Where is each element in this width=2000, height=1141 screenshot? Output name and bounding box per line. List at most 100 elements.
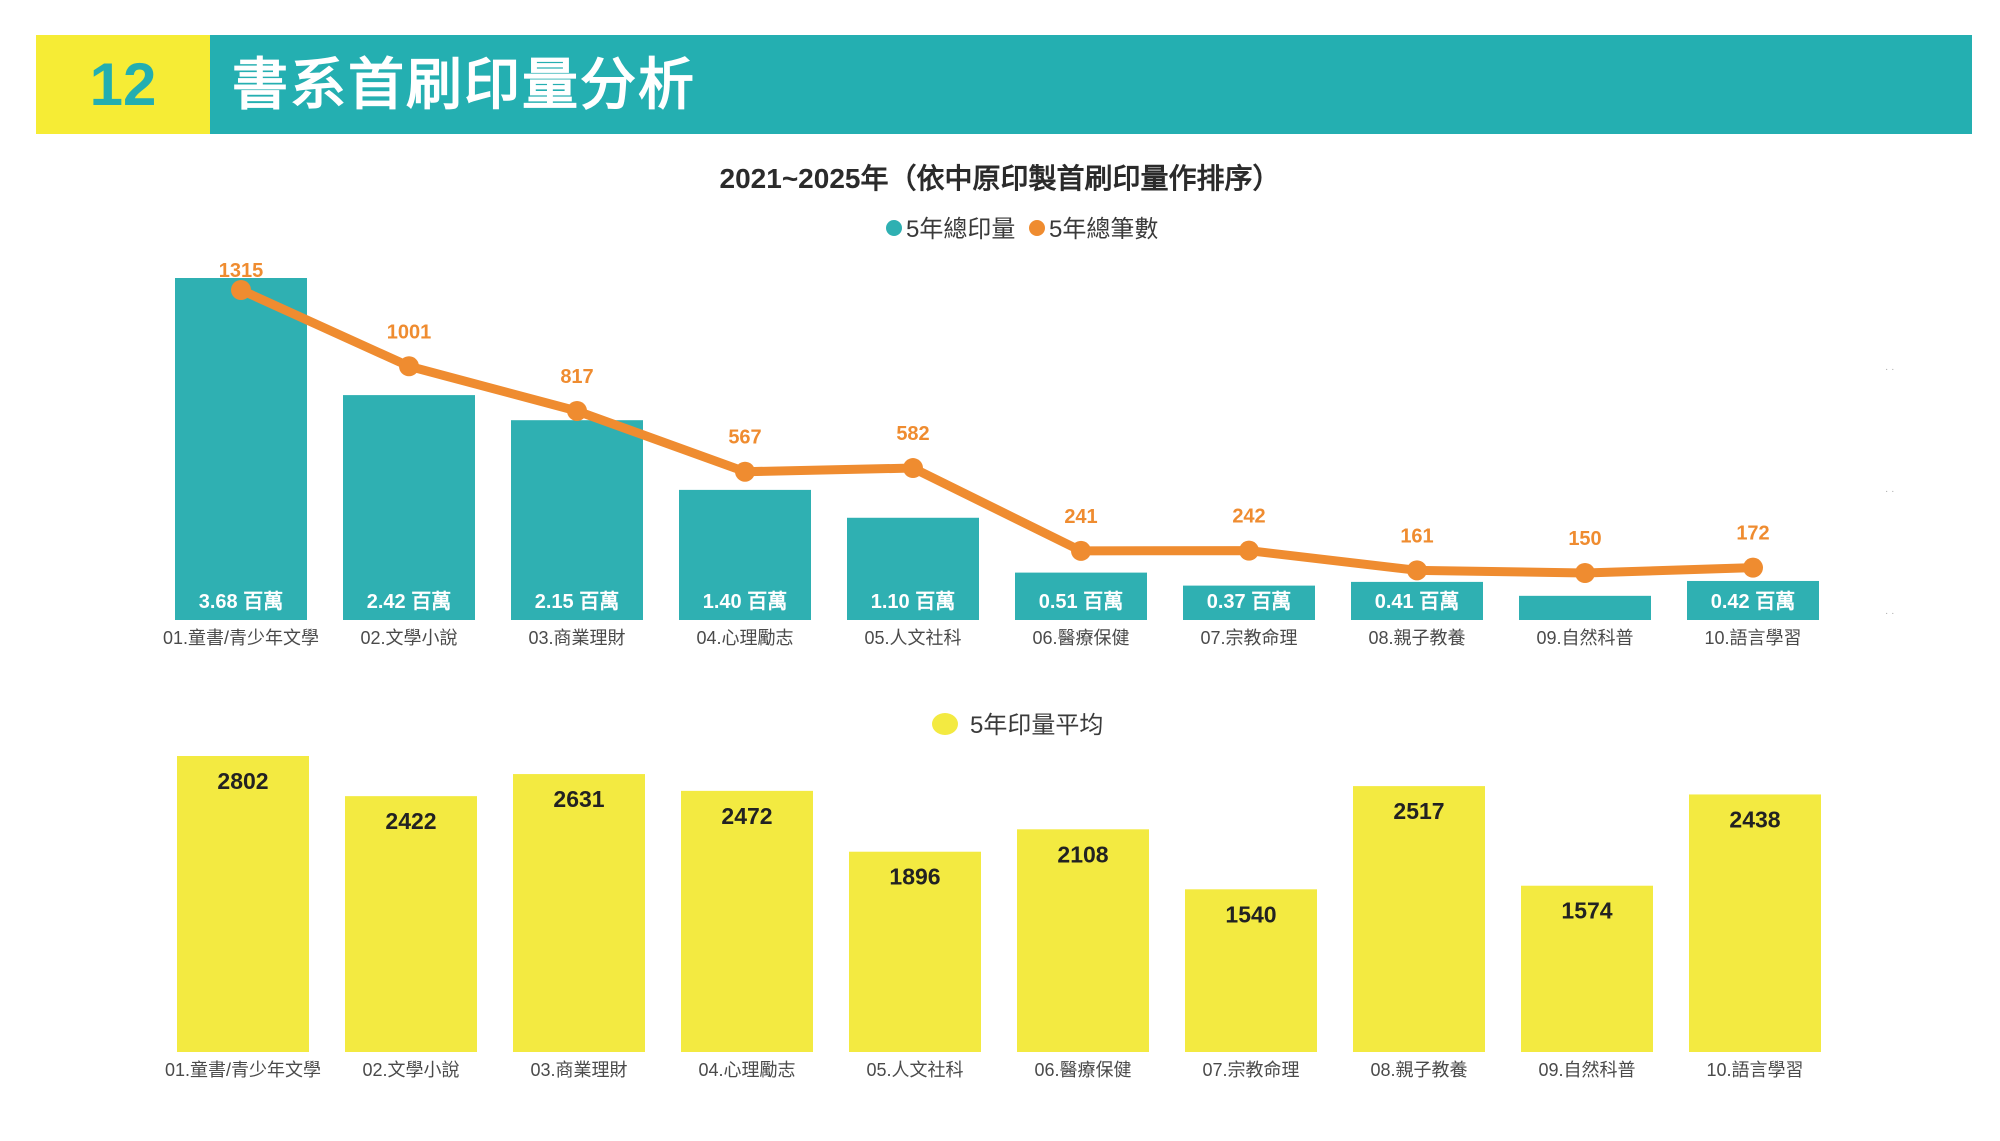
bar-value-label: 2.42 百萬 bbox=[367, 590, 451, 613]
line-point bbox=[903, 458, 923, 479]
category-label: 03.商業理財 bbox=[528, 628, 625, 648]
category-label: 01.童書/青少年文學 bbox=[165, 1060, 321, 1080]
line-point bbox=[735, 461, 755, 482]
category-label: 06.醫療保健 bbox=[1034, 1060, 1131, 1080]
header-banner: 書系首刷印量分析 bbox=[210, 35, 1972, 134]
bar-value-label: 2517 bbox=[1393, 798, 1444, 824]
category-label: 09.自然科普 bbox=[1536, 628, 1633, 648]
category-label: 02.文學小說 bbox=[360, 628, 457, 648]
line-point bbox=[1743, 557, 1763, 578]
category-label: 10.語言學習 bbox=[1704, 628, 1801, 648]
bar bbox=[1519, 595, 1651, 620]
line-value-label: 817 bbox=[560, 366, 593, 388]
line-value-label: 567 bbox=[728, 427, 761, 449]
category-label: 05.人文社科 bbox=[864, 628, 961, 648]
legend-marker-average bbox=[932, 713, 958, 735]
total-print-chart: 2021~2025年（依中原印製首刷印量作排序） 5年總印量 5年總筆數 3.6… bbox=[163, 162, 1894, 648]
bar-value-labels: 2802 2422 2631 2472 1896 2108 1540 2517 1574 2438 bbox=[217, 768, 1780, 927]
line-point bbox=[1239, 540, 1259, 561]
line-value-label: 241 bbox=[1064, 506, 1097, 528]
bar bbox=[1687, 580, 1819, 620]
legend-label-total-print: 5年總印量 bbox=[906, 216, 1015, 243]
legend-label-average: 5年印量平均 bbox=[970, 712, 1103, 739]
category-label: 02.文學小說 bbox=[362, 1060, 459, 1080]
bar-value-label: 2802 bbox=[217, 768, 268, 794]
line-point bbox=[231, 280, 251, 300]
chart-title: 2021~2025年（依中原印製首刷印量作排序） bbox=[720, 162, 1281, 194]
category-label: 01.童書/青少年文學 bbox=[163, 628, 319, 648]
bar bbox=[849, 851, 981, 1052]
bar-value-label: 2472 bbox=[721, 803, 772, 829]
tick-mark: · · bbox=[1885, 608, 1894, 619]
bar bbox=[343, 395, 475, 620]
line-point bbox=[567, 400, 587, 421]
bar bbox=[679, 489, 811, 620]
bar-value-label: 3.68 百萬 bbox=[199, 590, 283, 613]
bar bbox=[511, 420, 643, 620]
legend-marker-total-count bbox=[1029, 220, 1045, 236]
line-value-label: 1315 bbox=[219, 260, 264, 282]
bar-value-label: 0.42 百萬 bbox=[1711, 590, 1795, 613]
bar bbox=[1183, 585, 1315, 620]
category-label: 08.親子教養 bbox=[1368, 628, 1465, 648]
bar bbox=[1015, 572, 1147, 620]
category-label: 03.商業理財 bbox=[530, 1060, 627, 1080]
bar-value-label: 2108 bbox=[1057, 841, 1108, 867]
line-point bbox=[1071, 540, 1091, 561]
bar-value-label: 0.51 百萬 bbox=[1039, 590, 1123, 613]
line-value-label: 1001 bbox=[387, 321, 432, 343]
category-label: 04.心理勵志 bbox=[696, 628, 793, 648]
bar bbox=[1353, 786, 1485, 1052]
axis-tick-marks: · · · · · · bbox=[1885, 364, 1894, 619]
bar-value-label: 1.10 百萬 bbox=[871, 590, 955, 613]
line-value-label: 161 bbox=[1400, 525, 1433, 547]
category-label: 05.人文社科 bbox=[866, 1060, 963, 1080]
bar-value-label: 1896 bbox=[889, 864, 940, 890]
legend-label-total-count: 5年總筆數 bbox=[1049, 216, 1158, 243]
line-value-labels: 1315 1001 817 567 582 241 242 161 150 172 bbox=[219, 260, 1770, 550]
bar bbox=[1351, 581, 1483, 620]
legend: 5年印量平均 bbox=[932, 712, 1103, 739]
count-line bbox=[236, 285, 1758, 578]
category-label: 07.宗教命理 bbox=[1200, 628, 1297, 648]
section-number: 12 bbox=[89, 51, 157, 118]
bar-value-label: 2.15 百萬 bbox=[535, 590, 619, 613]
bar-value-label: 2422 bbox=[385, 808, 436, 834]
line-point bbox=[399, 356, 419, 377]
bar bbox=[681, 790, 813, 1052]
line-series bbox=[231, 280, 1763, 583]
bar-value-labels: 3.68 百萬 2.42 百萬 2.15 百萬 1.40 百萬 1.10 百萬 0.51 … bbox=[199, 590, 1795, 613]
section-number-badge: 12 bbox=[36, 35, 210, 134]
bar bbox=[1017, 829, 1149, 1052]
category-axis: 01.童書/青少年文學 02.文學小說 03.商業理財 04.心理勵志 05.人文社科 0… bbox=[163, 628, 1802, 648]
line-value-label: 242 bbox=[1232, 506, 1265, 528]
legend-marker-total-print bbox=[886, 220, 902, 236]
bar bbox=[847, 517, 979, 620]
bar-value-label: 1540 bbox=[1225, 901, 1276, 927]
bar bbox=[177, 756, 309, 1052]
bar-value-label: 2631 bbox=[553, 786, 604, 812]
bar bbox=[1521, 885, 1653, 1052]
line-value-label: 582 bbox=[896, 423, 929, 445]
bar-value-label: 1.40 百萬 bbox=[703, 590, 787, 613]
category-label: 06.醫療保健 bbox=[1032, 628, 1129, 648]
category-label: 08.親子教養 bbox=[1370, 1060, 1467, 1080]
bar-value-label: 0.37 百萬 bbox=[1207, 590, 1291, 613]
category-label: 09.自然科普 bbox=[1538, 1060, 1635, 1080]
bar bbox=[345, 796, 477, 1052]
bar-series bbox=[175, 278, 1819, 620]
category-label: 10.語言學習 bbox=[1706, 1060, 1803, 1080]
bar bbox=[1689, 794, 1821, 1052]
bar bbox=[175, 278, 307, 620]
line-point bbox=[1407, 560, 1427, 581]
bar-value-label: 0.41 百萬 bbox=[1375, 590, 1459, 613]
category-label: 04.心理勵志 bbox=[698, 1060, 795, 1080]
tick-mark: · · bbox=[1885, 486, 1894, 497]
line-value-label: 172 bbox=[1736, 523, 1769, 545]
bar-value-label: 2438 bbox=[1729, 806, 1780, 832]
tick-mark: · · bbox=[1885, 364, 1894, 375]
category-label: 07.宗教命理 bbox=[1202, 1060, 1299, 1080]
bar bbox=[513, 774, 645, 1052]
bar-series bbox=[177, 756, 1821, 1052]
line-value-label: 150 bbox=[1568, 528, 1601, 550]
